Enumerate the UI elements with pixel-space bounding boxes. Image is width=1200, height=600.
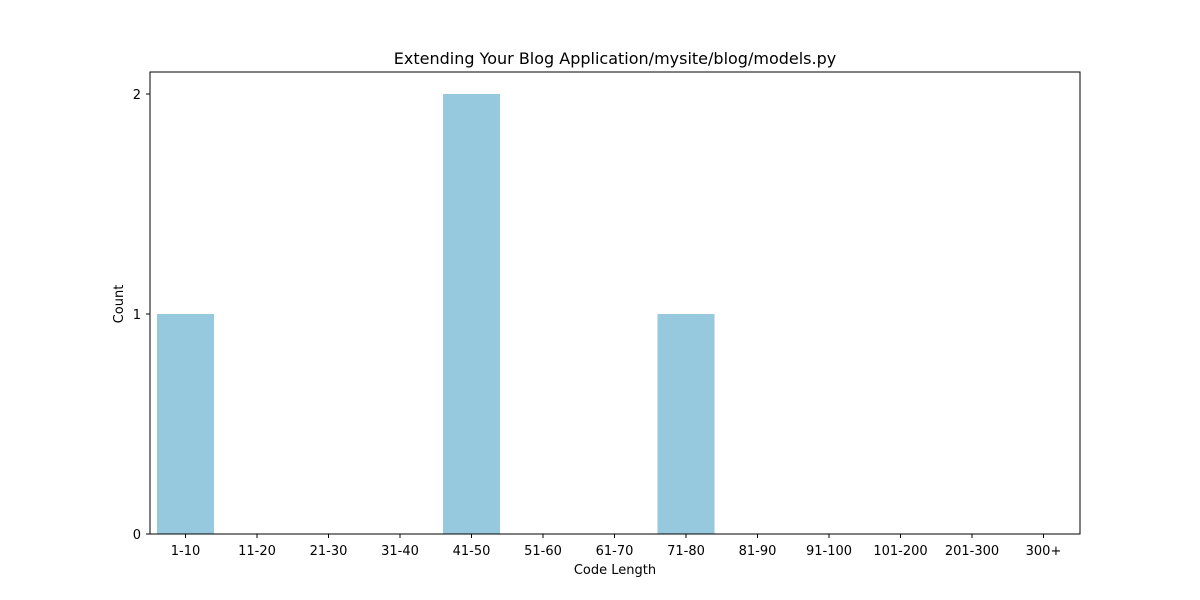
x-tick-label: 201-300	[945, 544, 999, 559]
y-tick-label: 2	[133, 88, 141, 103]
y-tick-label: 0	[133, 528, 141, 543]
x-tick-label: 61-70	[596, 544, 634, 559]
bars-layer	[157, 94, 715, 534]
x-tick-label: 31-40	[381, 544, 419, 559]
x-tick-label: 91-100	[806, 544, 852, 559]
x-tick-label: 21-30	[310, 544, 348, 559]
bar-1-10	[157, 314, 214, 534]
x-axis-title: Code Length	[574, 563, 656, 578]
y-tick-label: 1	[133, 308, 141, 323]
y-axis-ticks: 0 1 2	[133, 88, 150, 543]
chart-title: Extending Your Blog Application/mysite/b…	[394, 49, 836, 68]
x-tick-label: 1-10	[171, 544, 201, 559]
plot-frame	[149, 71, 1081, 535]
x-tick-label: 71-80	[667, 544, 705, 559]
x-tick-label: 51-60	[524, 544, 562, 559]
x-axis-ticks: 1-10 11-20 21-30 31-40 41-50 51-60 61-70 71-80 8…	[171, 534, 1062, 559]
x-tick-label: 11-20	[238, 544, 276, 559]
x-tick-label: 41-50	[453, 544, 491, 559]
bar-41-50	[443, 94, 500, 534]
x-tick-label: 300+	[1026, 544, 1062, 559]
y-axis-title: Count	[112, 285, 127, 324]
x-tick-label: 101-200	[873, 544, 927, 559]
bar-71-80	[657, 314, 715, 534]
x-tick-label: 81-90	[739, 544, 777, 559]
